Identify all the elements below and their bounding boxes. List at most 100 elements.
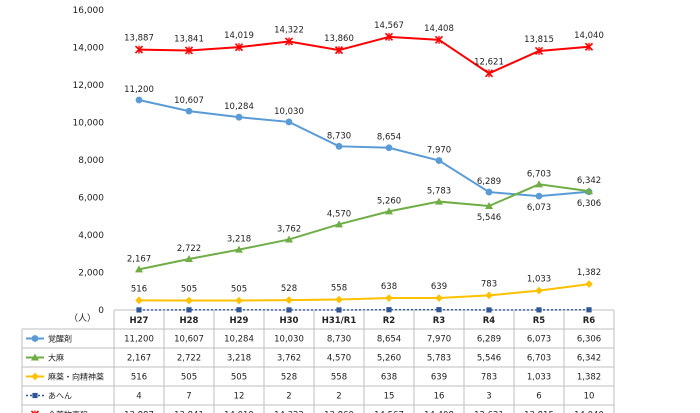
table-cell: 4 xyxy=(136,392,141,402)
data-point xyxy=(234,43,244,52)
table-cell: 3 xyxy=(486,392,491,402)
table-cell: 2,722 xyxy=(177,354,201,364)
data-point xyxy=(285,296,293,304)
data-label: 505 xyxy=(231,285,247,295)
y-axis: 0 2,000 4,000 6,000 8,000 10,000 12,000 14,000 1… xyxy=(73,6,614,316)
data-label: 558 xyxy=(331,284,347,294)
table-cell: 783 xyxy=(481,373,497,383)
data-point xyxy=(535,180,543,188)
data-point xyxy=(484,69,494,78)
x-tick-label: H27 xyxy=(130,316,149,326)
data-label: 3,218 xyxy=(227,235,251,245)
y-tick-label: 12,000 xyxy=(73,81,105,91)
table-cell: 13,815 xyxy=(524,411,554,413)
y-tick-label: 6,000 xyxy=(78,194,104,204)
series-line xyxy=(138,99,590,198)
data-label: 14,408 xyxy=(424,24,454,34)
plot-area: 11,200 10,607 10,284 10,030 8,730 8,654 7,970 6… xyxy=(124,21,604,313)
data-point xyxy=(235,296,243,305)
data-point xyxy=(436,307,442,313)
legend-label: 全薬物事犯 xyxy=(48,410,88,413)
data-point xyxy=(485,291,493,300)
data-point xyxy=(485,188,493,196)
data-point xyxy=(235,113,243,121)
x-tick-label: R6 xyxy=(583,316,596,326)
x-tick-label: R5 xyxy=(533,316,546,326)
table-cell: 15 xyxy=(384,392,395,402)
data-point xyxy=(184,46,194,55)
table-cell: 10,607 xyxy=(174,335,204,345)
table-cell: 12,621 xyxy=(474,411,504,413)
series-line xyxy=(138,183,590,271)
y-tick-label: 0 xyxy=(98,306,104,316)
table-cell: 6,703 xyxy=(527,354,551,364)
data-point xyxy=(435,197,443,205)
legend-entry: 大麻 xyxy=(26,353,64,363)
table-cell: 8,730 xyxy=(327,335,351,345)
data-label: 6,306 xyxy=(577,199,601,209)
legend-label: 覚醒剤 xyxy=(48,334,72,344)
y-tick-label: 2,000 xyxy=(78,269,104,279)
series-line xyxy=(138,35,590,75)
table-cell: 13,860 xyxy=(324,411,354,413)
table-cell: 14,322 xyxy=(274,411,304,413)
series-1: 2,167 2,722 3,218 3,762 4,570 5,260 5,783 5,546… xyxy=(127,169,601,273)
legend-label: あへん xyxy=(48,392,72,401)
data-point xyxy=(334,46,344,55)
x-tick-label: H28 xyxy=(180,316,199,326)
data-point xyxy=(586,307,592,313)
data-label: 5,783 xyxy=(427,187,451,197)
data-point xyxy=(135,265,143,273)
data-point xyxy=(584,42,594,51)
table-cell: 7 xyxy=(186,392,191,402)
y-tick-label: 4,000 xyxy=(78,231,104,241)
data-point xyxy=(236,307,242,313)
data-label: 3,762 xyxy=(277,224,301,234)
table-cell: 14,567 xyxy=(374,411,404,413)
table-cell: 4,570 xyxy=(327,354,351,364)
data-label: 5,546 xyxy=(477,213,501,223)
data-label: 8,654 xyxy=(377,133,401,143)
table-cell: 13,841 xyxy=(174,411,204,413)
table-cell: 2 xyxy=(336,392,341,402)
x-tick-label: R4 xyxy=(483,316,496,326)
data-label: 8,730 xyxy=(327,131,351,141)
data-label: 2,722 xyxy=(177,244,201,254)
y-tick-label: 10,000 xyxy=(73,119,105,129)
data-point xyxy=(585,280,593,288)
table-cell: 3,218 xyxy=(227,354,251,364)
x-tick-label: R2 xyxy=(383,316,396,326)
data-point xyxy=(186,307,192,313)
table-cell: 6,073 xyxy=(527,335,551,345)
table-cell: 6 xyxy=(536,392,541,402)
data-label: 1,382 xyxy=(577,268,601,278)
table-cell: 516 xyxy=(131,373,147,383)
data-point xyxy=(536,307,542,313)
data-point xyxy=(335,142,343,150)
data-label: 11,200 xyxy=(124,85,154,95)
data-label: 6,073 xyxy=(527,203,551,213)
data-point xyxy=(286,307,292,313)
data-label: 10,607 xyxy=(174,96,204,106)
table-cell: 14,408 xyxy=(424,411,454,413)
data-point xyxy=(386,307,392,313)
data-point xyxy=(135,296,143,305)
table-cell: 6,306 xyxy=(577,335,601,345)
table-cell: 14,040 xyxy=(574,411,604,413)
legend-label: 大麻 xyxy=(48,353,64,363)
legend-entry: あへん xyxy=(26,392,72,401)
x-tick-label: H31/R1 xyxy=(322,316,357,326)
table-cell: 7,970 xyxy=(427,335,451,345)
data-label: 638 xyxy=(381,282,397,292)
data-point xyxy=(135,96,143,104)
data-label: 14,040 xyxy=(574,31,604,41)
data-label: 1,033 xyxy=(527,275,551,285)
table-cell: 12 xyxy=(234,392,245,402)
legend-entry: 覚醒剤 xyxy=(26,334,72,344)
data-point xyxy=(435,294,443,302)
table-cell: 2 xyxy=(286,392,291,402)
y-unit-label: （人） xyxy=(69,313,96,324)
table-cell: 639 xyxy=(431,373,447,383)
y-tick-label: 16,000 xyxy=(73,6,105,16)
